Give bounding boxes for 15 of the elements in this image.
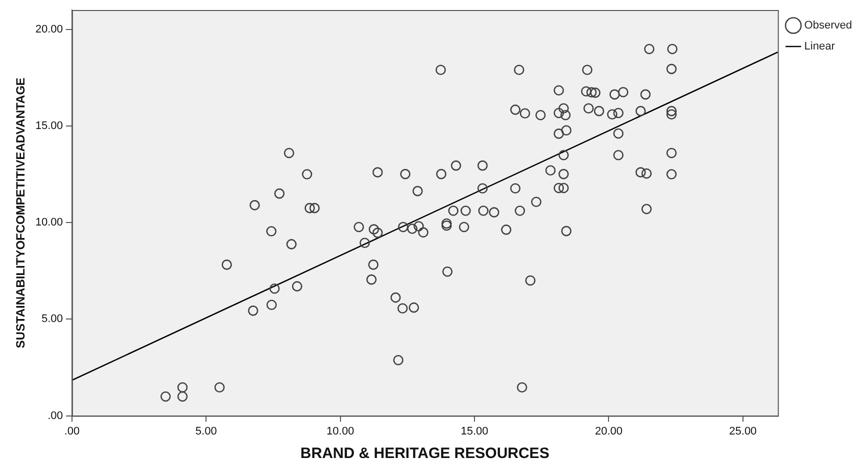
x-tick-label: 20.00 [594, 425, 622, 438]
y-tick-label: .00 [48, 410, 63, 422]
y-tick-label: 10.00 [35, 216, 63, 229]
legend-label: Linear [804, 40, 836, 53]
x-tick-label: 25.00 [729, 425, 757, 438]
x-tick-label: .00 [64, 425, 80, 438]
legend-label: Observed [804, 20, 852, 32]
x-tick-label: 5.00 [195, 425, 217, 438]
x-tick-label: 10.00 [326, 425, 354, 438]
x-axis-title: BRAND & HERITAGE RESOURCES [300, 445, 550, 462]
y-tick-label: 15.00 [35, 120, 63, 132]
y-axis-title: SUSTAINABILITYOFCOMPETITIVEADVANTAGE [14, 78, 28, 348]
y-tick-label: 5.00 [42, 313, 63, 326]
x-tick-label: 15.00 [460, 425, 488, 438]
y-tick-label: 20.00 [35, 23, 63, 36]
